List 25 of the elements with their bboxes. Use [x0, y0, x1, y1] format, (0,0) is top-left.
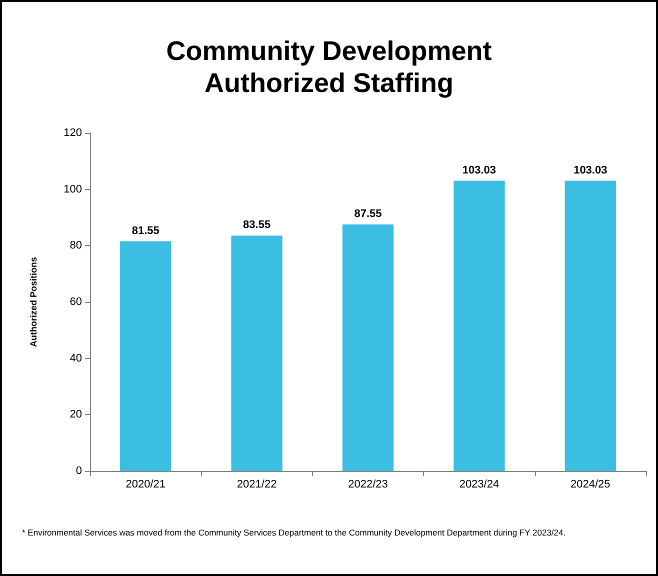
- y-tick-label: 100: [64, 183, 82, 196]
- data-label: 103.03: [574, 164, 608, 176]
- x-tick-label: 2022/23: [348, 478, 388, 490]
- y-tick-label: 120: [64, 127, 82, 139]
- bar: [454, 180, 505, 471]
- bar: [231, 236, 282, 471]
- bar: [564, 180, 616, 471]
- x-tick-label: 2020/21: [126, 478, 166, 490]
- y-tick-label: 20: [70, 408, 82, 421]
- data-label: 103.03: [462, 164, 496, 176]
- y-tick-label: 80: [70, 240, 82, 252]
- x-tick-label: 2024/25: [570, 478, 610, 490]
- data-label: 81.55: [132, 224, 160, 237]
- y-tick-label: 60: [70, 296, 82, 308]
- y-axis-title: Authorized Positions: [28, 257, 38, 347]
- y-tick-label: 0: [76, 465, 82, 477]
- x-tick-label: 2023/24: [459, 478, 500, 490]
- data-label: 87.55: [354, 208, 382, 220]
- text: * Environmental Services was moved from the Community Services Department to the Community Development Department during FY 2023/24.: [22, 528, 566, 538]
- y-tick-label: 40: [70, 352, 82, 364]
- x-tick-label: 2021/22: [236, 478, 277, 490]
- chart-title: Community Development Authorized Staffing: [166, 36, 492, 98]
- bar: [120, 241, 172, 471]
- data-label: 83.55: [243, 219, 271, 232]
- bar: [342, 224, 394, 471]
